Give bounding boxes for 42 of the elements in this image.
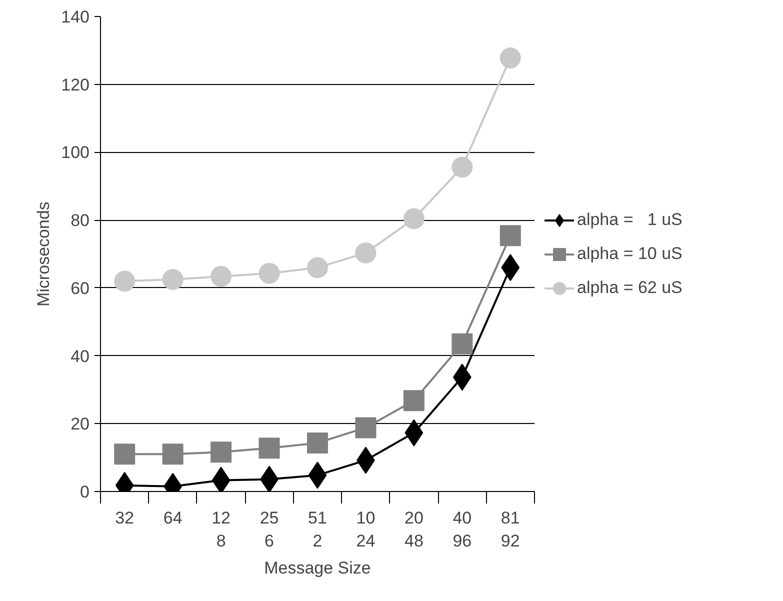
point [162, 268, 184, 290]
x-tick-label: 512 [308, 508, 327, 550]
point [355, 417, 376, 438]
y-axis-title: Microseconds [34, 202, 54, 306]
point [260, 466, 278, 492]
legend-label: alpha = 1 uS [577, 210, 682, 230]
point [210, 266, 232, 287]
y-tick-label: 20 [70, 414, 90, 434]
y-tick-label: 60 [70, 278, 90, 298]
point [355, 242, 376, 264]
y-tick-label: 0 [80, 482, 90, 502]
point [162, 444, 184, 465]
x-tick-label: 32 [115, 508, 134, 528]
x-axis-title: Message Size [264, 558, 371, 578]
point [307, 432, 328, 454]
legend-label: alpha = 10 uS [577, 244, 682, 264]
x-tick-label: 4096 [452, 508, 472, 550]
point [307, 257, 328, 278]
point [210, 442, 232, 463]
point [403, 208, 424, 230]
x-tick-label: 2048 [404, 508, 424, 550]
point [500, 47, 521, 68]
x-tick-label: 8192 [500, 508, 520, 550]
x-tick-label: 128 [212, 508, 231, 550]
point [258, 438, 280, 459]
y-tick-label: 100 [61, 143, 90, 162]
x-tick-label: 64 [163, 508, 182, 528]
point [500, 225, 521, 246]
point [258, 262, 280, 284]
y-tick-label: 80 [70, 211, 90, 230]
y-tick-label: 120 [61, 75, 90, 94]
point [114, 444, 136, 465]
point [403, 390, 424, 412]
point [452, 333, 473, 354]
point [452, 156, 473, 178]
x-tick-label: 1024 [356, 508, 376, 550]
x-tick-label: 256 [260, 508, 279, 550]
y-tick-label: 140 [61, 8, 90, 26]
y-tick-label: 40 [70, 346, 90, 366]
point [114, 270, 136, 292]
legend-label: alpha = 62 uS [577, 278, 682, 298]
point [212, 466, 230, 492]
